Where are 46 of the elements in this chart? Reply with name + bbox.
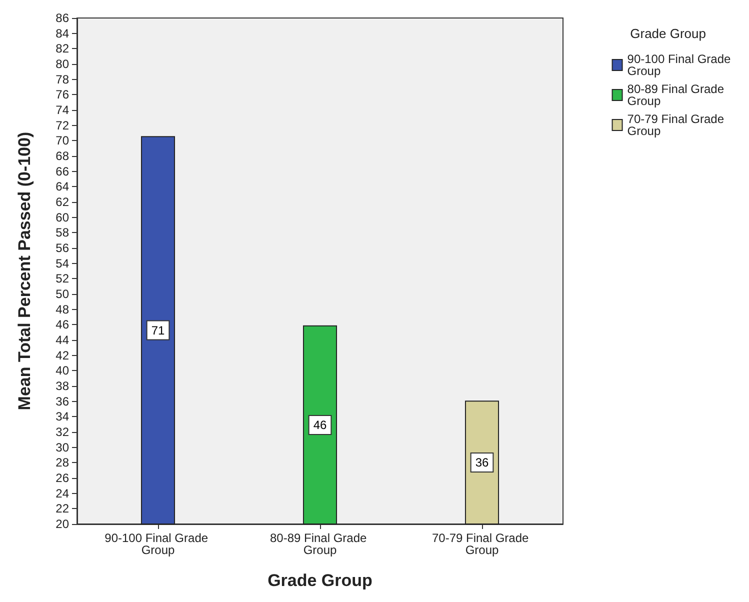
y-tick-label: 46	[56, 318, 70, 332]
y-tick-label: 28	[56, 456, 70, 470]
legend-label: 80-89 Final Grade Group	[627, 82, 728, 108]
y-tick-label: 76	[56, 88, 70, 102]
y-tick-label: 54	[56, 256, 70, 270]
y-tick-label: 64	[56, 180, 70, 194]
legend-label: 90-100 Final Grade Group	[627, 52, 734, 78]
x-tick-label: 70-79 Final Grade Group	[432, 531, 532, 557]
y-tick-label: 42	[56, 348, 70, 362]
y-tick-label: 82	[56, 42, 70, 56]
y-tick-label: 84	[56, 26, 70, 40]
y-tick-label: 86	[56, 11, 70, 25]
y-tick-label: 60	[56, 210, 70, 224]
y-tick-label: 20	[56, 517, 70, 531]
y-tick-label: 74	[56, 103, 70, 117]
y-tick-label: 72	[56, 118, 70, 132]
y-tick-label: 22	[56, 502, 70, 516]
y-tick-label: 66	[56, 164, 70, 178]
y-tick-label: 70	[56, 134, 70, 148]
legend-title: Grade Group	[630, 26, 706, 41]
y-tick-label: 52	[56, 272, 70, 286]
y-tick-label: 44	[56, 333, 70, 347]
y-tick-label: 80	[56, 57, 70, 71]
y-tick-label: 32	[56, 425, 70, 439]
y-tick-label: 78	[56, 72, 70, 86]
x-axis-title: Grade Group	[268, 571, 372, 590]
y-tick-label: 40	[56, 364, 70, 378]
legend-label: 70-79 Final Grade Group	[627, 112, 728, 138]
y-tick-label: 58	[56, 226, 70, 240]
data-label: 36	[475, 456, 489, 470]
y-tick-label: 48	[56, 302, 70, 316]
y-tick-label: 36	[56, 394, 70, 408]
y-tick-label: 34	[56, 410, 70, 424]
data-label: 46	[313, 418, 327, 432]
y-tick-label: 24	[56, 486, 70, 500]
y-tick-label: 62	[56, 195, 70, 209]
data-label: 71	[151, 323, 165, 338]
y-tick-label: 50	[56, 287, 70, 301]
x-tick-label: 90-100 Final Grade Group	[104, 531, 212, 557]
y-tick-label: 38	[56, 379, 70, 393]
x-tick-label: 80-89 Final Grade Group	[270, 531, 370, 557]
y-tick-label: 30	[56, 440, 70, 454]
y-tick-label: 56	[56, 241, 70, 255]
y-axis-title: Mean Total Percent Passed (0-100)	[15, 132, 34, 410]
y-tick-label: 68	[56, 149, 70, 163]
y-tick-label: 26	[56, 471, 70, 485]
